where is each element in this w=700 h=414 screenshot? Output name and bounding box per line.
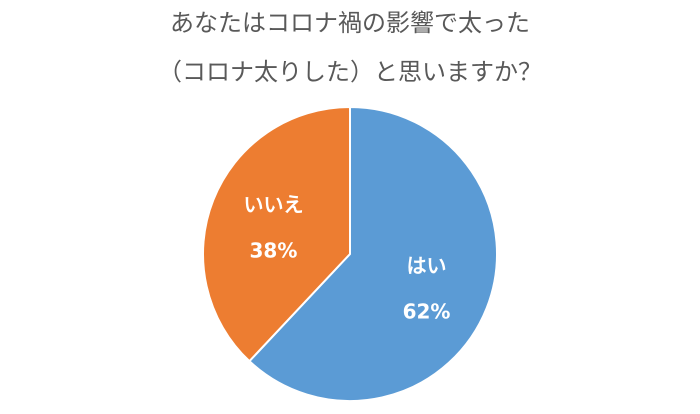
slice-value-label-yes: 62% <box>403 299 451 323</box>
pie-slice-no <box>202 106 351 363</box>
slice-value-label-no: 38% <box>250 239 298 263</box>
pie-slice-yes <box>248 106 499 402</box>
chart-title-line-2: （コロナ太りした）と思いますか？ <box>158 58 542 86</box>
chart-title-line-1: あなたはコロナ禍の影響で太った <box>170 9 530 37</box>
slice-label-no: いいえ <box>243 193 303 217</box>
slice-label-yes: はい <box>407 253 447 277</box>
